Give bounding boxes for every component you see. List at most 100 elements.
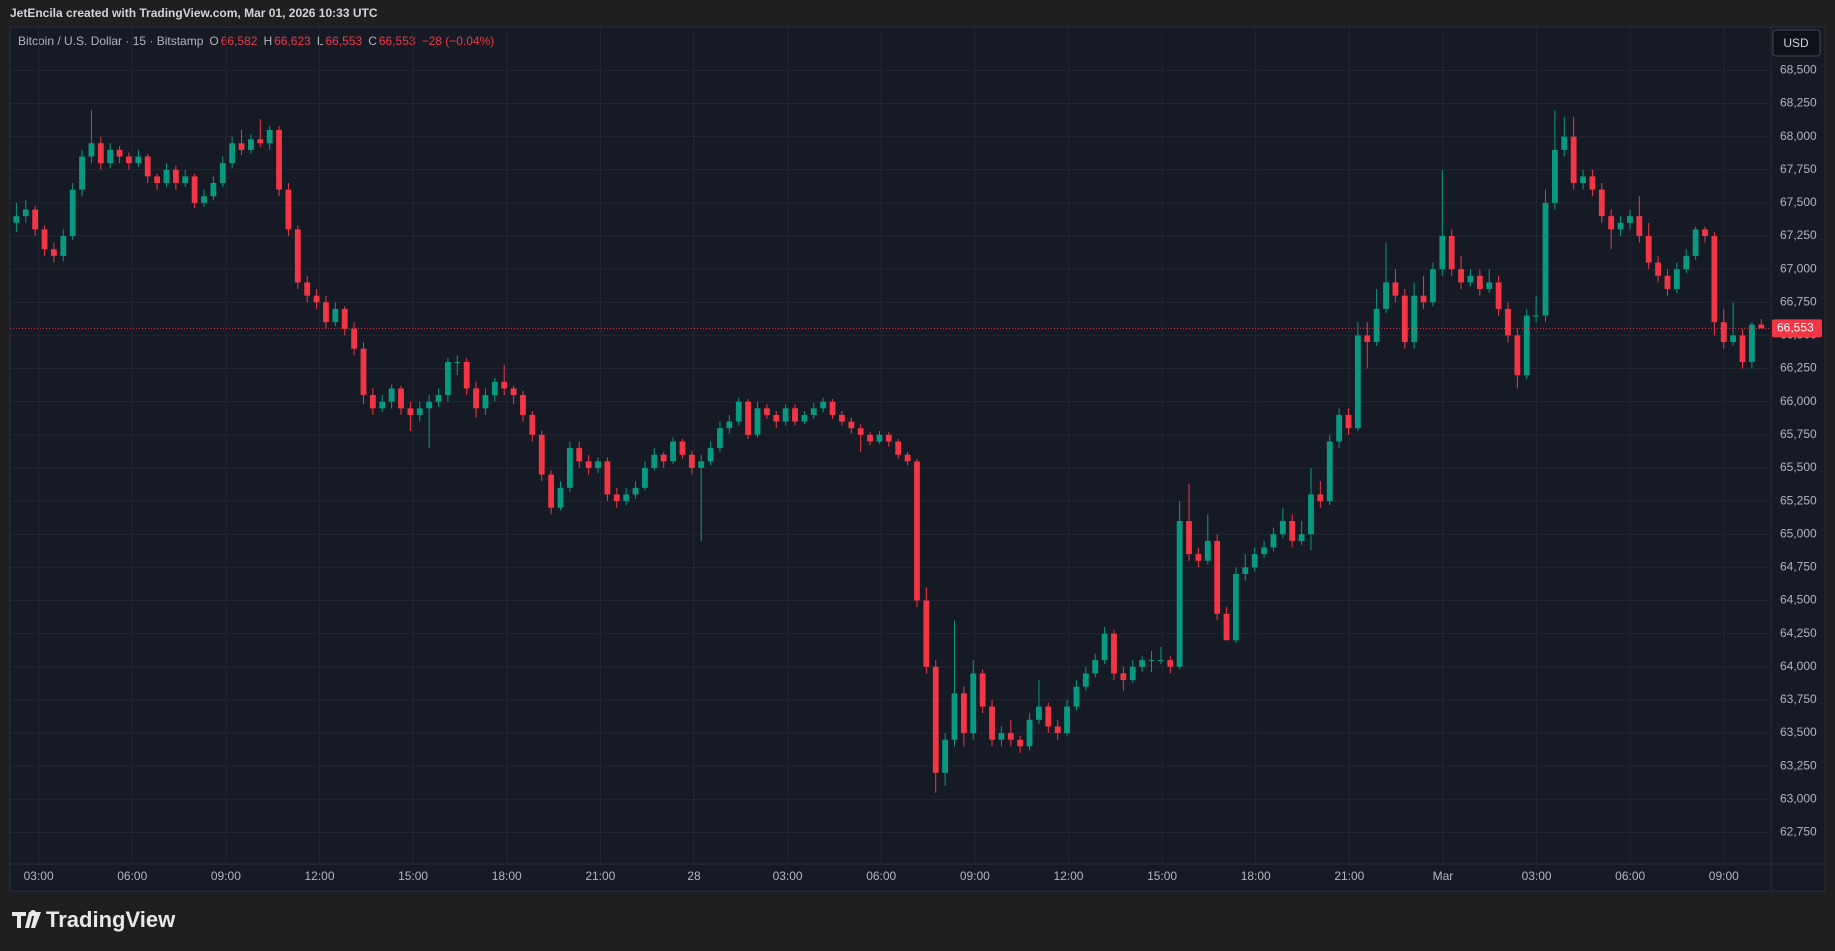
- candle-body: [1298, 534, 1305, 541]
- candle-body: [97, 143, 104, 164]
- x-tick-label: 06:00: [1615, 869, 1645, 883]
- currency-label[interactable]: USD: [1783, 36, 1809, 50]
- x-tick-label: 03:00: [1522, 869, 1552, 883]
- x-tick-label: 03:00: [24, 869, 54, 883]
- candle-body: [632, 487, 639, 495]
- y-tick-label: 64,750: [1780, 560, 1817, 574]
- candle-body: [810, 408, 817, 415]
- y-tick-label: 63,250: [1780, 758, 1817, 772]
- candle-body: [951, 693, 958, 740]
- candle-body: [726, 421, 733, 429]
- candle-body: [857, 428, 864, 435]
- candle-body: [642, 467, 648, 488]
- legend-item: 66,553: [326, 34, 363, 48]
- candle-body: [69, 189, 76, 237]
- candle-body: [820, 401, 827, 409]
- candle-body: [1064, 706, 1070, 734]
- y-tick-label: 65,250: [1780, 493, 1817, 507]
- candle-body: [1439, 236, 1446, 270]
- candle-body: [154, 176, 161, 184]
- x-tick-label: 09:00: [1709, 869, 1739, 883]
- candle-body: [1505, 308, 1511, 336]
- candle-body: [1364, 335, 1371, 343]
- candle-body: [876, 434, 883, 442]
- currency-button[interactable]: [1772, 29, 1821, 57]
- candle-body: [1476, 275, 1483, 290]
- y-tick-label: 62,750: [1780, 825, 1817, 839]
- candle-body: [1345, 414, 1352, 429]
- candle-body: [1711, 236, 1718, 323]
- candle-body: [1092, 660, 1099, 674]
- brand-name: TradingView: [46, 907, 176, 932]
- candle-body: [191, 176, 198, 203]
- candle-body: [1082, 673, 1089, 687]
- candle-body: [1542, 202, 1549, 316]
- candle-body: [604, 461, 611, 495]
- candle-body: [1551, 149, 1558, 203]
- y-tick-label: 63,750: [1780, 692, 1817, 706]
- legend-item: L: [317, 34, 324, 48]
- legend-item: 66,553: [379, 34, 416, 48]
- candle-body: [454, 361, 461, 363]
- candle-body: [388, 388, 395, 402]
- candle-body: [445, 361, 451, 396]
- candle-body: [829, 401, 836, 415]
- candle-body: [1373, 308, 1380, 343]
- y-tick-label: 67,500: [1780, 195, 1817, 209]
- candle-body: [341, 308, 348, 329]
- candle-body: [848, 421, 855, 429]
- candle-body: [313, 295, 320, 303]
- candle-body: [557, 487, 564, 508]
- candle-body: [867, 434, 873, 442]
- candle-body: [1045, 706, 1052, 727]
- last-price-label: 66,553: [1777, 321, 1814, 335]
- candle-body: [1195, 554, 1202, 561]
- brand-icon: [12, 910, 41, 928]
- candle-body: [839, 414, 845, 422]
- y-tick-label: 66,750: [1780, 294, 1817, 308]
- candle-body: [914, 461, 920, 601]
- last-price-tag: [1772, 319, 1822, 338]
- candle-body: [1448, 236, 1455, 270]
- candle-body: [1392, 282, 1399, 296]
- legend-item: 66,582: [221, 34, 258, 48]
- candle-body: [323, 302, 329, 323]
- candle-body: [1026, 719, 1033, 747]
- candle-body: [1645, 236, 1652, 263]
- candle-body: [107, 149, 114, 164]
- candle-body: [566, 448, 573, 488]
- y-tick-label: 68,000: [1780, 129, 1817, 143]
- x-tick-label: 06:00: [866, 869, 896, 883]
- candle-body: [473, 388, 479, 409]
- candle-body: [13, 216, 20, 223]
- candle-body: [1401, 295, 1408, 343]
- candle-body: [1580, 176, 1586, 184]
- legend-item: H: [263, 34, 272, 48]
- candle-body: [1561, 136, 1568, 150]
- y-tick-label: 63,500: [1780, 725, 1817, 739]
- x-tick-label: 03:00: [773, 869, 803, 883]
- candle-body: [1176, 520, 1183, 667]
- x-tick-label: 21:00: [1334, 869, 1364, 883]
- candle-body: [1167, 660, 1174, 667]
- candle-body: [79, 156, 85, 190]
- candle-body: [1129, 666, 1136, 681]
- candle-body: [1748, 324, 1755, 362]
- candle-body: [1326, 441, 1333, 502]
- candle-body: [923, 600, 930, 667]
- x-tick-label: Mar: [1433, 869, 1454, 883]
- candle-body: [463, 361, 470, 389]
- candle-body: [144, 156, 151, 177]
- candle-body: [1036, 706, 1042, 720]
- grid: [10, 27, 1771, 864]
- candle-body: [369, 395, 376, 409]
- candle-body: [885, 434, 892, 442]
- candle-body: [1186, 520, 1192, 555]
- candle-body: [932, 666, 939, 773]
- candle-body: [1336, 414, 1343, 442]
- candle-body: [182, 176, 189, 184]
- candle-body: [1617, 222, 1624, 230]
- candle-body: [1636, 216, 1643, 237]
- candle-body: [1533, 315, 1540, 317]
